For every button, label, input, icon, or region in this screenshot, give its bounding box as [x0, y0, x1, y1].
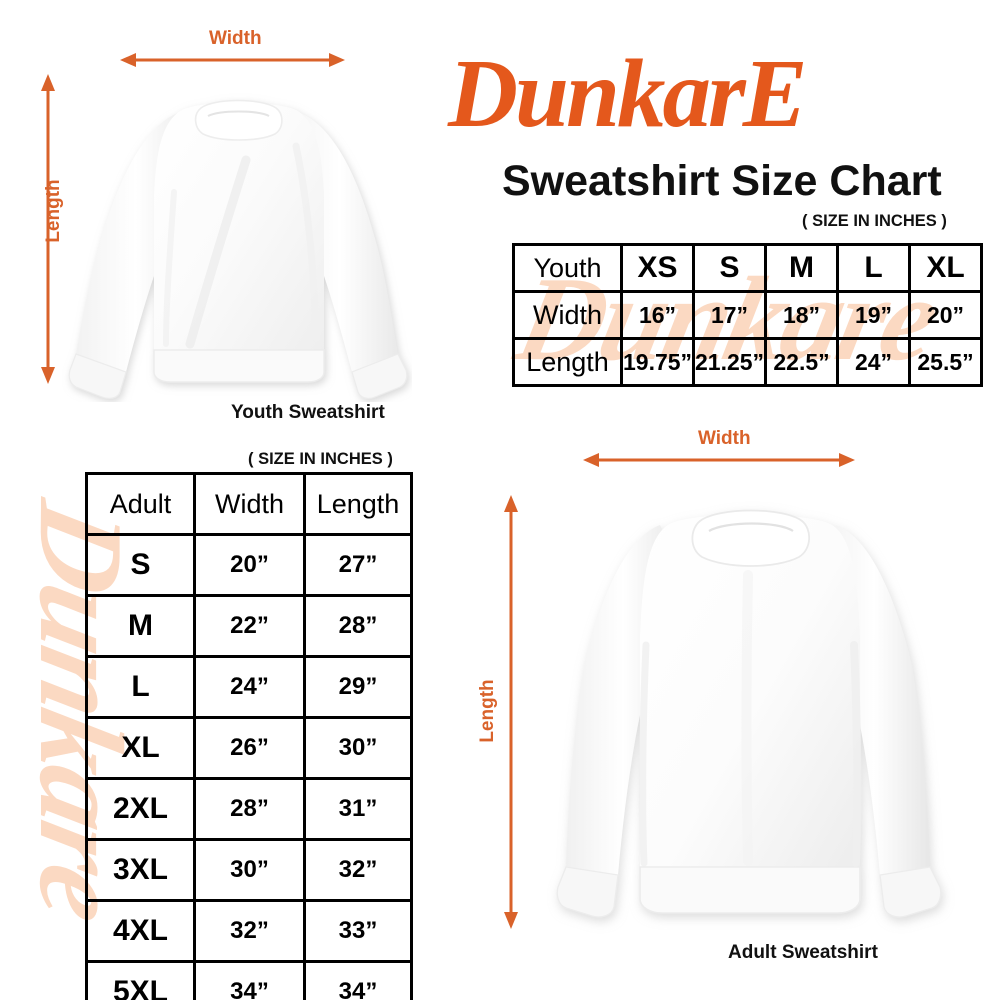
adult-sweatshirt-caption: Adult Sweatshirt [728, 942, 878, 963]
table-row: 5XL 34” 34” [85, 960, 413, 1000]
youth-length-xs: 19.75” [620, 337, 695, 387]
adult-width-l: 24” [193, 655, 306, 719]
adult-sweatshirt-image [540, 495, 960, 935]
adult-length-5xl: 34” [303, 960, 413, 1000]
adult-size-4xl: 4XL [85, 899, 196, 963]
adult-width-label: Width [698, 428, 751, 449]
adult-size-s: S [85, 533, 196, 597]
youth-sweatshirt-image [62, 72, 412, 402]
youth-size-xs: XS [620, 243, 695, 293]
youth-width-xl: 20” [908, 290, 983, 340]
table-row: S 20” 27” [85, 533, 413, 597]
table-row: M 22” 28” [85, 594, 413, 658]
adult-size-xl: XL [85, 716, 196, 780]
youth-length-xl: 25.5” [908, 337, 983, 387]
adult-width-5xl: 34” [193, 960, 306, 1000]
youth-length-m: 22.5” [764, 337, 839, 387]
table-row-youth-header: Youth XS S M L XL [512, 243, 983, 293]
table-row: L 24” 29” [85, 655, 413, 719]
adult-width-3xl: 30” [193, 838, 306, 902]
youth-width-s: 17” [692, 290, 767, 340]
youth-size-s: S [692, 243, 767, 293]
youth-length-arrow [41, 74, 55, 384]
adult-size-table: Adult Width Length S 20” 27” M 22” 28” L… [85, 472, 413, 1000]
adult-length-label: Length [477, 679, 498, 743]
adult-length-3xl: 32” [303, 838, 413, 902]
adult-length-m: 28” [303, 594, 413, 658]
table-row-youth-length: Length 19.75” 21.25” 22.5” 24” 25.5” [512, 337, 983, 387]
table-row: 2XL 28” 31” [85, 777, 413, 841]
adult-length-l: 29” [303, 655, 413, 719]
youth-size-xl: XL [908, 243, 983, 293]
youth-size-table: Youth XS S M L XL Width 16” 17” 18” 19” … [512, 243, 983, 387]
table-row: XL 26” 30” [85, 716, 413, 780]
youth-size-m: M [764, 243, 839, 293]
adult-width-m: 22” [193, 594, 306, 658]
youth-header-cell: Youth [512, 243, 623, 293]
adult-header-length: Length [303, 472, 413, 536]
adult-size-2xl: 2XL [85, 777, 196, 841]
youth-length-label: Length [43, 179, 64, 243]
youth-units-note: ( SIZE IN INCHES ) [802, 212, 947, 230]
youth-width-xs: 16” [620, 290, 695, 340]
adult-header-size: Adult [85, 472, 196, 536]
brand-logo: DunkarE [448, 40, 807, 147]
adult-size-m: M [85, 594, 196, 658]
youth-width-arrow [120, 53, 345, 67]
adult-length-arrow [504, 495, 518, 929]
adult-units-note: ( SIZE IN INCHES ) [248, 450, 393, 468]
youth-length-rowhead: Length [512, 337, 623, 387]
adult-width-arrow [583, 453, 855, 467]
adult-width-xl: 26” [193, 716, 306, 780]
adult-width-4xl: 32” [193, 899, 306, 963]
youth-size-l: L [836, 243, 911, 293]
youth-width-l: 19” [836, 290, 911, 340]
table-row: 3XL 30” 32” [85, 838, 413, 902]
youth-width-label: Width [209, 28, 262, 49]
table-row-youth-width: Width 16” 17” 18” 19” 20” [512, 290, 983, 340]
youth-sweatshirt-caption: Youth Sweatshirt [231, 402, 385, 423]
youth-length-s: 21.25” [692, 337, 767, 387]
adult-length-2xl: 31” [303, 777, 413, 841]
youth-width-rowhead: Width [512, 290, 623, 340]
adult-width-2xl: 28” [193, 777, 306, 841]
adult-size-5xl: 5XL [85, 960, 196, 1000]
table-row: 4XL 32” 33” [85, 899, 413, 963]
adult-header-width: Width [193, 472, 306, 536]
adult-length-s: 27” [303, 533, 413, 597]
adult-length-xl: 30” [303, 716, 413, 780]
adult-length-4xl: 33” [303, 899, 413, 963]
adult-size-l: L [85, 655, 196, 719]
table-row-adult-header: Adult Width Length [85, 472, 413, 536]
adult-width-s: 20” [193, 533, 306, 597]
adult-size-3xl: 3XL [85, 838, 196, 902]
page-title: Sweatshirt Size Chart [502, 157, 942, 205]
youth-length-l: 24” [836, 337, 911, 387]
youth-width-m: 18” [764, 290, 839, 340]
